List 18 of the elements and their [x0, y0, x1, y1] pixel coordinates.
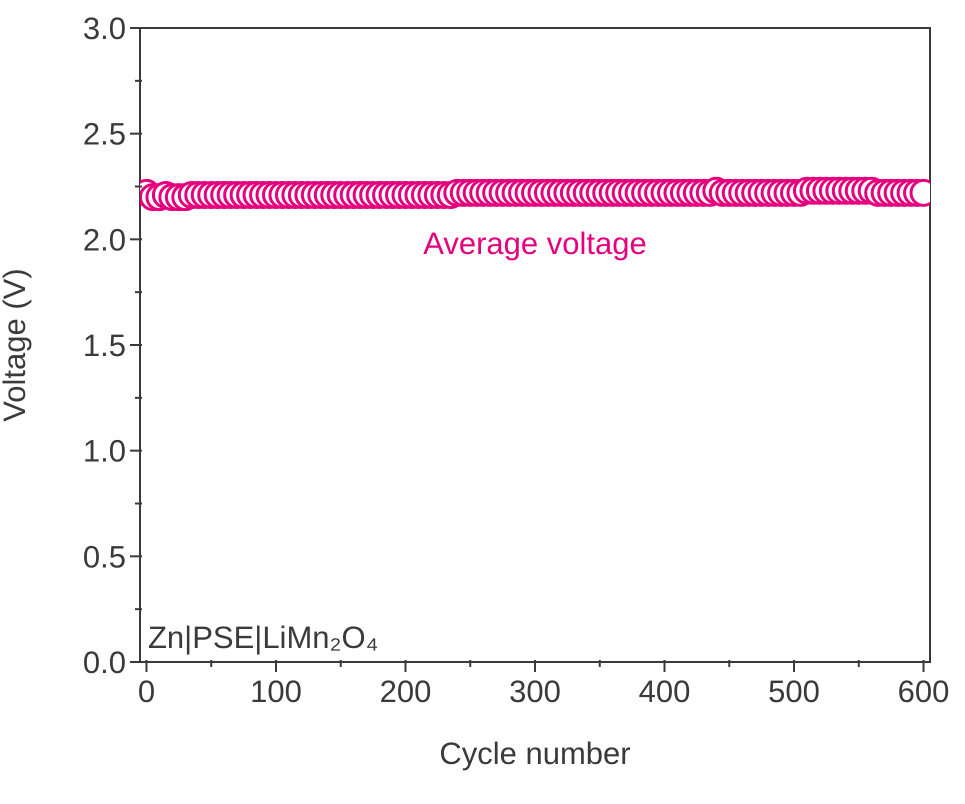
x-tick-label: 500	[768, 674, 820, 709]
y-tick-label: 0.5	[82, 539, 126, 574]
x-tick-label: 600	[898, 674, 950, 709]
x-tick-label: 100	[250, 674, 302, 709]
x-tick-label: 400	[638, 674, 690, 709]
y-tick-label: 1.5	[82, 328, 126, 363]
y-tick-label: 3.0	[82, 11, 126, 46]
x-tick-label: 300	[509, 674, 561, 709]
x-axis-title: Cycle number	[439, 736, 631, 771]
y-axis-title: Voltage (V)	[0, 268, 32, 422]
y-tick-label: 2.5	[82, 116, 126, 152]
annotation: Average voltage	[423, 226, 647, 262]
x-tick-label: 200	[380, 674, 432, 709]
x-tick-label: 0	[138, 674, 156, 709]
y-tick-label: 1.0	[82, 434, 126, 469]
y-tick-label: 0.0	[82, 645, 126, 680]
annotation: Zn|PSE|LiMn₂O₄	[148, 620, 378, 655]
y-tick-label: 2.0	[82, 222, 126, 258]
